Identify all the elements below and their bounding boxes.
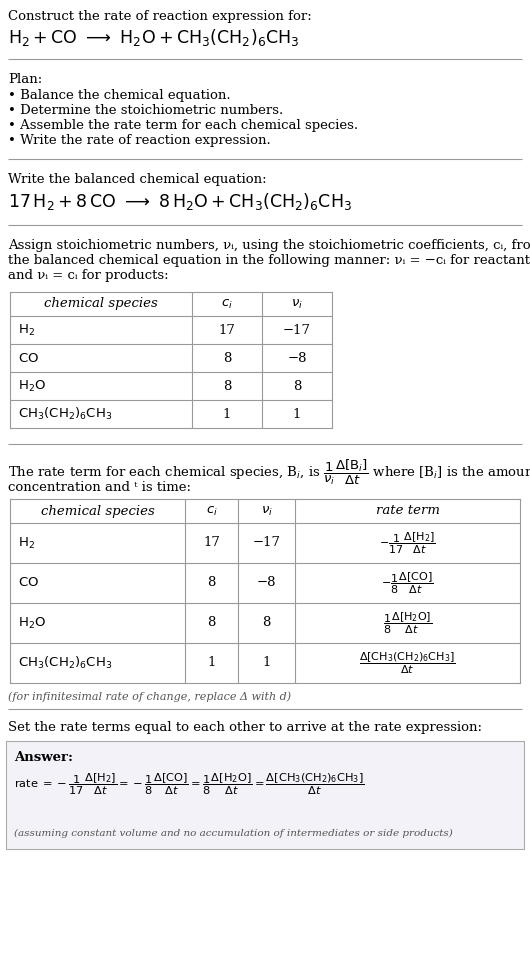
Text: $\mathrm{H_2}$: $\mathrm{H_2}$ (18, 536, 35, 550)
Text: 17: 17 (203, 537, 220, 549)
Text: Construct the rate of reaction expression for:: Construct the rate of reaction expressio… (8, 10, 312, 23)
Text: $\dfrac{\Delta[\mathrm{CH_3(CH_2)_6CH_3}]}{\Delta t}$: $\dfrac{\Delta[\mathrm{CH_3(CH_2)_6CH_3}… (359, 650, 456, 675)
Text: and νᵢ = cᵢ for products:: and νᵢ = cᵢ for products: (8, 269, 169, 282)
Text: • Balance the chemical equation.: • Balance the chemical equation. (8, 89, 231, 102)
Text: Set the rate terms equal to each other to arrive at the rate expression:: Set the rate terms equal to each other t… (8, 721, 482, 734)
Text: 8: 8 (207, 617, 216, 630)
Text: $\mathrm{CO}$: $\mathrm{CO}$ (18, 351, 39, 364)
Text: the balanced chemical equation in the following manner: νᵢ = −cᵢ for reactants: the balanced chemical equation in the fo… (8, 254, 530, 267)
Text: −17: −17 (252, 537, 280, 549)
Text: 8: 8 (207, 577, 216, 590)
Text: $\mathrm{CO}$: $\mathrm{CO}$ (18, 577, 39, 590)
Text: −8: −8 (287, 351, 307, 364)
Text: 17: 17 (218, 323, 235, 337)
Text: $-\dfrac{1}{17}\dfrac{\Delta[\mathrm{H_2}]}{\Delta t}$: $-\dfrac{1}{17}\dfrac{\Delta[\mathrm{H_2… (379, 530, 436, 555)
Text: Answer:: Answer: (14, 751, 73, 764)
Text: 1: 1 (207, 657, 216, 670)
Text: $c_i$: $c_i$ (206, 505, 217, 517)
Text: rate $= -\dfrac{1}{17}\dfrac{\Delta[\mathrm{H_2}]}{\Delta t}= -\dfrac{1}{8}\dfra: rate $= -\dfrac{1}{17}\dfrac{\Delta[\mat… (14, 771, 365, 796)
Text: Write the balanced chemical equation:: Write the balanced chemical equation: (8, 173, 267, 186)
Text: The rate term for each chemical species, B$_i$, is $\dfrac{1}{\nu_i}\dfrac{\Delt: The rate term for each chemical species,… (8, 458, 530, 487)
Text: $\mathrm{H_2 + CO \ \longrightarrow \ H_2O + CH_3(CH_2)_6CH_3}$: $\mathrm{H_2 + CO \ \longrightarrow \ H_… (8, 27, 299, 48)
Text: 8: 8 (223, 351, 231, 364)
Text: concentration and ᵗ is time:: concentration and ᵗ is time: (8, 481, 191, 494)
Text: $-\dfrac{1}{8}\dfrac{\Delta[\mathrm{CO}]}{\Delta t}$: $-\dfrac{1}{8}\dfrac{\Delta[\mathrm{CO}]… (381, 570, 434, 595)
Text: rate term: rate term (375, 505, 439, 517)
Text: $\dfrac{1}{8}\dfrac{\Delta[\mathrm{H_2O}]}{\Delta t}$: $\dfrac{1}{8}\dfrac{\Delta[\mathrm{H_2O}… (383, 610, 432, 635)
Text: $\mathrm{H_2O}$: $\mathrm{H_2O}$ (18, 379, 46, 393)
Text: $\nu_i$: $\nu_i$ (261, 505, 272, 517)
Text: $\mathrm{17\,H_2 + 8\,CO \ \longrightarrow \ 8\,H_2O + CH_3(CH_2)_6CH_3}$: $\mathrm{17\,H_2 + 8\,CO \ \longrightarr… (8, 191, 352, 212)
Text: 8: 8 (293, 380, 301, 392)
Text: $\mathrm{H_2}$: $\mathrm{H_2}$ (18, 322, 35, 338)
Text: 8: 8 (262, 617, 271, 630)
Text: (assuming constant volume and no accumulation of intermediates or side products): (assuming constant volume and no accumul… (14, 829, 453, 838)
Text: (for infinitesimal rate of change, replace Δ with d): (for infinitesimal rate of change, repla… (8, 691, 291, 702)
Text: −17: −17 (283, 323, 311, 337)
Text: • Determine the stoichiometric numbers.: • Determine the stoichiometric numbers. (8, 104, 283, 117)
Text: • Write the rate of reaction expression.: • Write the rate of reaction expression. (8, 134, 271, 147)
Text: 8: 8 (223, 380, 231, 392)
Text: • Assemble the rate term for each chemical species.: • Assemble the rate term for each chemic… (8, 119, 358, 132)
Text: 1: 1 (293, 408, 301, 421)
Text: $\mathrm{CH_3(CH_2)_6CH_3}$: $\mathrm{CH_3(CH_2)_6CH_3}$ (18, 655, 112, 671)
Text: Assign stoichiometric numbers, νᵢ, using the stoichiometric coefficients, cᵢ, fr: Assign stoichiometric numbers, νᵢ, using… (8, 239, 530, 252)
Text: chemical species: chemical species (44, 298, 158, 310)
Text: 1: 1 (223, 408, 231, 421)
Text: −8: −8 (257, 577, 276, 590)
Bar (6, 741, 524, 849)
Text: $\mathrm{H_2O}$: $\mathrm{H_2O}$ (18, 616, 46, 630)
Text: $\nu_i$: $\nu_i$ (291, 298, 303, 310)
Text: 1: 1 (262, 657, 271, 670)
Text: chemical species: chemical species (41, 505, 154, 517)
Text: $\mathrm{CH_3(CH_2)_6CH_3}$: $\mathrm{CH_3(CH_2)_6CH_3}$ (18, 406, 112, 422)
Text: $c_i$: $c_i$ (221, 298, 233, 310)
Text: Plan:: Plan: (8, 73, 42, 86)
